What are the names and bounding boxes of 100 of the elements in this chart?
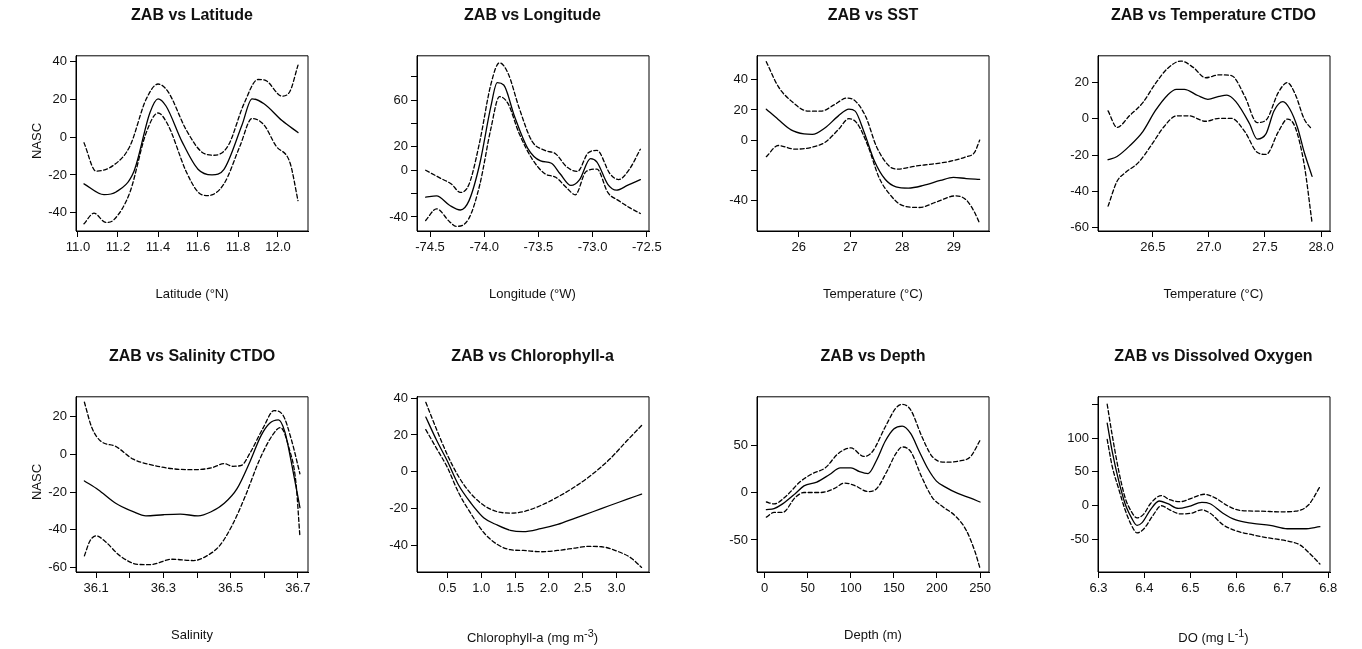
x-tick-label: 26.5: [1139, 239, 1166, 255]
chart-title: ZAB vs SST: [826, 6, 920, 24]
line-series: [765, 403, 981, 505]
y-tick-label: -20: [388, 500, 408, 516]
x-tick-label: 6.8: [1318, 580, 1337, 596]
x-tick-label: 6.5: [1180, 580, 1199, 596]
y-tick-label: 0: [1081, 497, 1089, 513]
x-tick-label: 250: [969, 580, 991, 596]
y-tick-label: -20: [48, 483, 67, 499]
y-tick-label: 0: [400, 463, 408, 479]
y-tick-label: 0: [740, 131, 748, 147]
x-tick-label: 12.0: [265, 239, 291, 255]
y-tick-label: 20: [1074, 74, 1089, 90]
y-tick-label: 0: [740, 484, 748, 500]
x-tick-label: 6.7: [1272, 580, 1291, 596]
y-tick-label: -50: [729, 531, 748, 547]
y-tick-label: -40: [1069, 182, 1089, 198]
y-tick-label: 0: [1081, 110, 1089, 126]
x-tick-label: 29: [946, 239, 962, 255]
x-axis-title: Depth (m): [843, 627, 903, 642]
y-tick-label: -60: [1069, 219, 1089, 235]
line-series: [765, 425, 981, 511]
x-tick-label: 3.0: [606, 580, 626, 596]
x-tick-label: 6.6: [1226, 580, 1245, 596]
y-tick-label: -60: [48, 558, 67, 574]
x-tick-label: 28.0: [1307, 239, 1334, 255]
x-tick-label: 36.5: [218, 580, 244, 596]
x-tick-label: 26: [791, 239, 807, 255]
x-tick-label: 6.3: [1088, 580, 1107, 596]
x-tick-label: 11.0: [65, 239, 91, 255]
x-tick-label: 1.0: [471, 580, 490, 596]
line-series: [424, 62, 641, 194]
x-tick-label: 50: [800, 580, 815, 596]
y-tick-label: -40: [729, 191, 748, 207]
x-tick-label: 11.4: [145, 239, 171, 255]
x-tick-label: 100: [839, 580, 862, 596]
line-series: [83, 64, 299, 172]
chart-title: ZAB vs Depth: [819, 347, 927, 365]
y-axis-title: NASC: [28, 122, 44, 160]
y-tick-label: 0: [400, 161, 408, 177]
x-axis-title: DO (mg L$^{-1}$): [1177, 627, 1250, 646]
chart-title: ZAB vs Temperature CTDO: [1109, 6, 1318, 24]
x-axis-title: Temperature (°C): [822, 286, 924, 301]
x-tick-label: -74.5: [414, 239, 445, 255]
x-tick-label: 11.8: [225, 239, 251, 255]
y-tick-label: -40: [48, 521, 67, 537]
x-tick-label: 36.7: [285, 580, 311, 596]
y-tick-label: -40: [388, 208, 408, 224]
y-tick-label: 0: [59, 128, 67, 144]
x-tick-label: -72.5: [631, 239, 662, 255]
y-tick-label: 20: [52, 90, 67, 106]
y-tick-label: 100: [1066, 429, 1089, 445]
y-tick-label: -50: [1069, 531, 1089, 547]
line-series: [765, 61, 981, 170]
x-tick-label: 150: [883, 580, 905, 596]
x-tick-label: 11.2: [105, 239, 131, 255]
chart-title: ZAB vs Longitude: [463, 6, 602, 24]
y-tick-label: 20: [393, 138, 408, 154]
y-tick-label: 20: [52, 408, 67, 424]
x-tick-label: 11.6: [185, 239, 211, 255]
y-tick-label: 50: [733, 436, 748, 452]
x-tick-label: -74.0: [468, 239, 499, 255]
x-tick-label: -73.5: [523, 239, 553, 255]
y-axis-title: NASC: [28, 463, 44, 501]
y-tick-label: -40: [388, 537, 408, 553]
x-tick-label: 2.0: [539, 580, 558, 596]
x-tick-label: 28: [894, 239, 910, 255]
x-tick-label: 36.1: [83, 580, 109, 596]
chart-title: ZAB vs Chlorophyll-a: [450, 347, 615, 365]
chart-title: ZAB vs Latitude: [130, 6, 254, 24]
x-tick-label: 36.3: [150, 580, 177, 596]
x-tick-label: 0.5: [437, 580, 456, 596]
x-tick-label: 0: [761, 580, 769, 596]
y-tick-label: 40: [393, 389, 408, 405]
x-axis-title: Longitude (°W): [488, 286, 577, 301]
x-tick-label: 27: [843, 239, 858, 255]
x-axis-title: Salinity: [170, 627, 214, 642]
y-tick-label: 50: [1074, 463, 1089, 479]
x-tick-label: 6.4: [1134, 580, 1153, 596]
x-tick-label: 2.5: [573, 580, 592, 596]
chart-title: ZAB vs Salinity CTDO: [107, 347, 277, 365]
y-tick-label: 60: [393, 91, 408, 107]
x-axis-title: Latitude (°N): [154, 286, 230, 301]
y-tick-label: 20: [733, 101, 748, 117]
x-tick-label: 200: [926, 580, 948, 596]
chart-title: ZAB vs Dissolved Oxygen: [1113, 347, 1314, 365]
x-tick-label: 1.5: [505, 580, 524, 596]
y-tick-label: 20: [393, 426, 408, 442]
y-tick-label: 40: [733, 71, 748, 87]
x-tick-label: 27.0: [1195, 239, 1222, 255]
x-axis-title: Chlorophyll-a (mg m$^{-3}$): [466, 627, 599, 646]
y-tick-label: -20: [1069, 146, 1089, 162]
y-tick-label: -40: [48, 204, 67, 220]
y-tick-label: 40: [52, 52, 67, 68]
x-axis-title: Temperature (°C): [1162, 286, 1265, 301]
x-tick-label: 27.5: [1251, 239, 1278, 255]
x-tick-label: -73.0: [577, 239, 607, 255]
y-tick-label: -20: [48, 166, 67, 182]
line-series: [765, 446, 981, 570]
y-tick-label: 0: [59, 446, 67, 462]
